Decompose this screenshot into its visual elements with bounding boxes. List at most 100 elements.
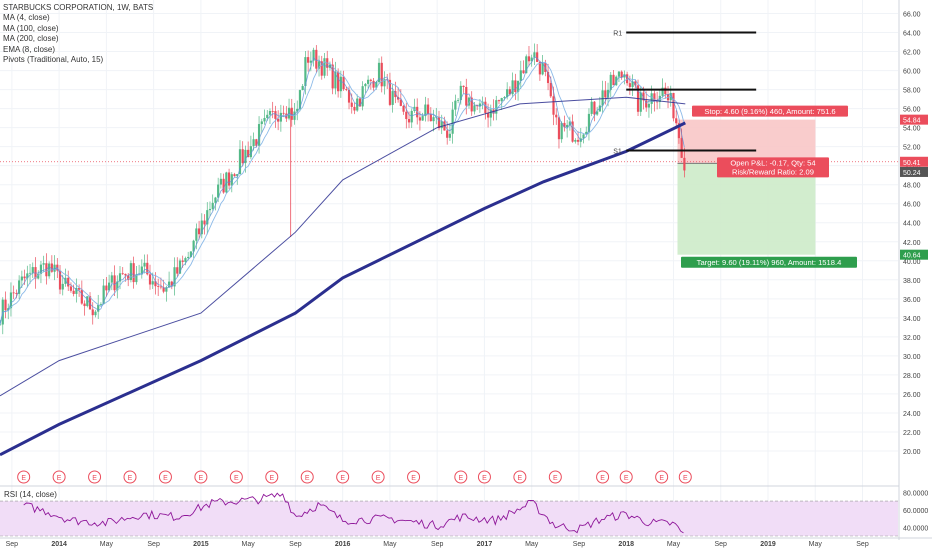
candle-body	[353, 106, 356, 111]
candle-body	[555, 114, 558, 118]
candle	[249, 135, 252, 160]
candle	[320, 55, 323, 80]
candle-body	[527, 56, 531, 62]
candle	[157, 278, 160, 297]
candle-body	[631, 81, 634, 87]
candle-body	[347, 89, 351, 103]
candle-body	[72, 290, 75, 294]
earnings-marker-label: E	[553, 475, 558, 482]
candle	[9, 282, 13, 317]
candle	[214, 196, 217, 211]
stop-label-text: Stop: 4.60 (9.16%) 460, Amount: 751.6	[704, 107, 835, 116]
legend-study-ema8[interactable]: EMA (8, close)	[3, 44, 56, 54]
y-tick-label: 42.00	[903, 240, 921, 247]
candle-body	[121, 273, 124, 275]
candle	[315, 45, 318, 73]
legend-study-pivots[interactable]: Pivots (Traditional, Auto, 15)	[3, 55, 104, 65]
candle-body	[358, 98, 362, 107]
candle	[279, 104, 282, 132]
ema8-line	[0, 61, 685, 325]
pivot-s1-label: S1	[613, 148, 622, 155]
candle	[113, 265, 116, 296]
candle	[541, 55, 544, 76]
candle-body	[647, 103, 651, 108]
legend-study-ma100[interactable]: MA (100, close)	[3, 23, 59, 33]
candle	[519, 60, 522, 89]
candle-body	[508, 89, 511, 95]
candle-body	[623, 74, 626, 78]
candle-body	[320, 61, 323, 76]
candle-body	[604, 90, 607, 98]
candle-body	[596, 111, 599, 115]
candle-body	[31, 267, 34, 273]
candle-body	[118, 273, 122, 282]
candle	[80, 280, 83, 305]
earnings-marker-label: E	[458, 475, 463, 482]
candle-body	[650, 93, 653, 104]
candle-body	[587, 113, 591, 132]
target-label-bg	[681, 256, 857, 268]
candle-body	[593, 101, 596, 115]
candle	[399, 89, 402, 107]
candle-body	[677, 123, 681, 139]
candle	[473, 102, 476, 115]
candle-body	[105, 285, 108, 291]
candle	[39, 261, 43, 284]
candle	[296, 100, 299, 121]
candle-body	[519, 70, 522, 81]
candle-body	[23, 276, 26, 279]
candle	[563, 115, 566, 132]
earnings-marker	[655, 470, 669, 484]
candle	[230, 172, 233, 193]
y-tick-label: 34.00	[903, 316, 921, 323]
rsi-legend[interactable]: RSI (14, close)	[4, 490, 57, 499]
candle-body	[533, 52, 536, 58]
candle-body	[214, 197, 217, 203]
candle-body	[37, 273, 40, 279]
candle-body	[514, 80, 517, 92]
candle-body	[296, 108, 299, 112]
candle-body	[383, 79, 386, 87]
target-label: Target: 9.60 (19.11%) 960, Amount: 1518.…	[681, 256, 857, 268]
x-tick-label: Sep	[431, 541, 444, 548]
earnings-marker	[548, 470, 562, 484]
candle-body	[546, 71, 550, 84]
candle-body	[301, 86, 304, 91]
y-tick-label: 60.00	[903, 69, 921, 76]
candle	[192, 239, 195, 259]
earnings-marker-label: E	[21, 475, 26, 482]
candle-body	[680, 138, 683, 158]
candle	[446, 121, 449, 145]
candle-body	[418, 117, 422, 121]
candle-body	[350, 102, 353, 107]
x-tick-label: May	[809, 541, 823, 548]
candle-body	[206, 210, 209, 225]
candle-body	[247, 149, 250, 158]
candle	[492, 99, 495, 121]
candle	[440, 114, 443, 135]
candle-body	[233, 174, 236, 177]
stop-label: Stop: 4.60 (9.16%) 460, Amount: 751.6	[692, 105, 848, 117]
candle	[623, 70, 626, 85]
legend-study-ma200[interactable]: MA (200, close)	[3, 34, 59, 44]
candle	[31, 262, 34, 278]
candle-body	[380, 62, 383, 87]
candle-body	[173, 267, 176, 287]
candle-body	[399, 99, 402, 106]
candle-body	[4, 299, 7, 311]
y-tick-label: 58.00	[903, 88, 921, 95]
candle	[203, 214, 206, 235]
rsi-tick-label: 40.0000	[903, 525, 928, 532]
candle	[26, 265, 29, 288]
legend-symbol: STARBUCKS CORPORATION, 1W, BATS	[3, 3, 154, 12]
candle	[456, 98, 460, 104]
legend-study-ma4[interactable]: MA (4, close)	[3, 13, 50, 23]
y-tick-label: 54.00	[903, 126, 921, 133]
candle-body	[661, 87, 664, 96]
candle	[282, 105, 285, 117]
stop-price-tag: 54.84	[900, 114, 928, 125]
candle-body	[334, 71, 337, 89]
candle-body	[271, 111, 274, 112]
